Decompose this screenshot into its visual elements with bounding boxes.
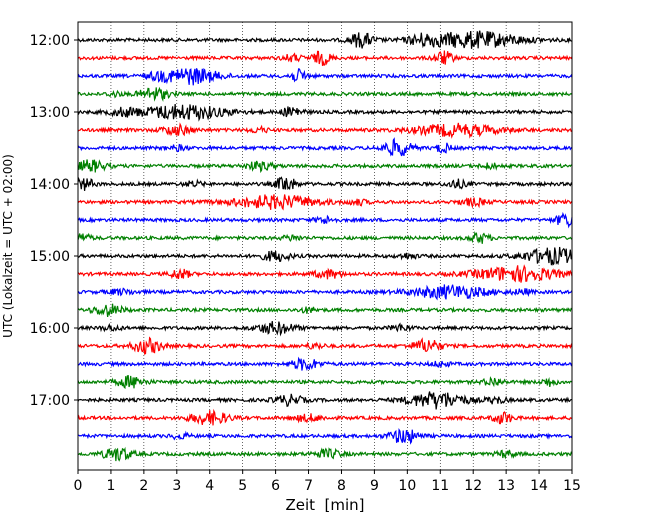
plot-frame: [77, 21, 573, 471]
y-tick-label-4: 16:00: [30, 321, 70, 337]
x-tick-label-8: 8: [337, 478, 346, 494]
trace-1445: [77, 230, 573, 244]
trace-1600: [77, 321, 573, 337]
x-tick-label-4: 4: [205, 478, 214, 494]
x-tick-label-10: 10: [398, 478, 416, 494]
trace-1500: [77, 246, 573, 266]
x-tick-label-7: 7: [304, 478, 313, 494]
y-tick-label-0: 12:00: [30, 33, 70, 49]
x-tick-label-5: 5: [238, 478, 247, 494]
trace-1345: [77, 159, 573, 174]
trace-1215: [77, 50, 573, 67]
x-tick-label-12: 12: [464, 478, 482, 494]
x-tick-label-0: 0: [74, 478, 83, 494]
traces: [77, 30, 573, 462]
y-axis-ticks: 12:00 13:00 14:00 15:00 16:00 17:00: [30, 33, 78, 409]
x-tick-label-11: 11: [431, 478, 449, 494]
plot-area: [78, 22, 572, 470]
trace-1230: [77, 67, 573, 86]
x-tick-label-9: 9: [370, 478, 379, 494]
trace-1200: [77, 30, 573, 49]
x-axis-label: Zeit [min]: [285, 496, 364, 514]
x-axis-ticks: 0 1 2 3 4 5 6 7 8 9 10 11 12 13 14 15: [74, 470, 581, 494]
trace-1630: [77, 356, 573, 372]
trace-1545: [77, 303, 573, 317]
x-tick-label-2: 2: [139, 478, 148, 494]
y-tick-label-2: 14:00: [30, 177, 70, 193]
trace-1700: [77, 391, 573, 410]
x-tick-label-13: 13: [497, 478, 515, 494]
trace-1400: [77, 176, 573, 191]
trace-1715: [77, 408, 573, 426]
x-tick-label-3: 3: [172, 478, 181, 494]
trace-1330: [77, 137, 573, 157]
x-tick-label-15: 15: [563, 478, 581, 494]
y-axis-label: UTC (Lokalzeit = UTC + 02:00): [1, 154, 15, 338]
x-tick-label-1: 1: [106, 478, 115, 494]
trace-1645: [77, 374, 573, 390]
trace-1615: [77, 336, 573, 355]
trace-1530: [77, 284, 573, 301]
trace-1745: [77, 446, 573, 462]
trace-1415: [77, 194, 573, 211]
y-tick-label-5: 17:00: [30, 393, 70, 409]
trace-1315: [77, 122, 573, 139]
trace-1430: [77, 211, 573, 229]
trace-1515: [77, 264, 573, 283]
trace-1245: [77, 86, 573, 102]
y-tick-label-3: 15:00: [30, 249, 70, 265]
x-tick-label-6: 6: [271, 478, 280, 494]
trace-1730: [77, 427, 573, 445]
x-tick-label-14: 14: [530, 478, 548, 494]
trace-1300: [77, 103, 573, 122]
y-tick-label-1: 13:00: [30, 105, 70, 121]
